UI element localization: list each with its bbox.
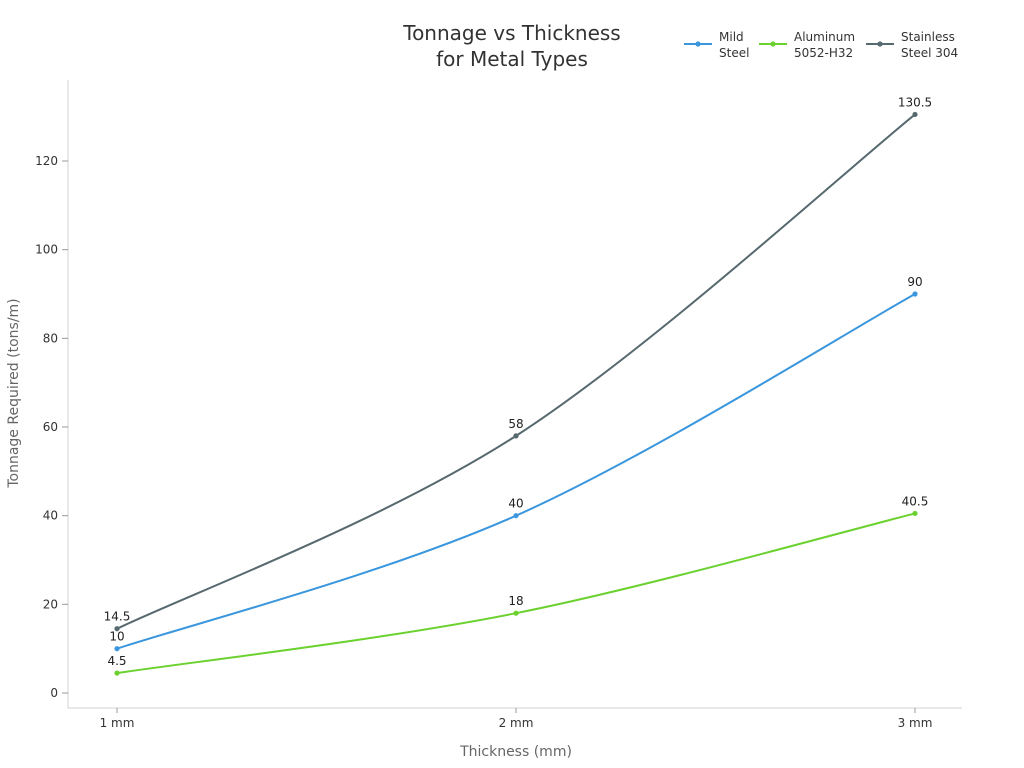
- x-axis-label: Thickness (mm): [459, 744, 572, 760]
- data-point[interactable]: [513, 610, 519, 616]
- data-label: 40: [508, 497, 523, 511]
- y-tick-label: 60: [43, 420, 58, 434]
- chart-title-line: for Metal Types: [436, 47, 588, 71]
- y-tick-label: 40: [43, 509, 58, 523]
- legend-item[interactable]: Aluminum 5052-H32: [759, 30, 855, 60]
- y-axis-label: Tonnage Required (tons/m): [6, 298, 22, 488]
- data-label: 4.5: [107, 654, 126, 668]
- data-label: 90: [907, 275, 922, 289]
- data-point[interactable]: [513, 433, 519, 439]
- series-stainless-steel-304: 14.5 58 130.5: [104, 95, 932, 632]
- x-axis: 1 mm 2 mm 3 mm: [68, 707, 962, 730]
- data-label: 130.5: [898, 95, 932, 109]
- data-point[interactable]: [114, 670, 120, 676]
- data-label: 18: [508, 594, 523, 608]
- series-mild-steel: 10 40 90: [109, 275, 923, 652]
- legend-item[interactable]: Stainless Steel 304: [866, 30, 958, 60]
- legend-label: Steel: [719, 46, 749, 60]
- data-point[interactable]: [114, 646, 120, 652]
- legend-label: Aluminum: [794, 30, 855, 44]
- legend: Mild Steel Aluminum 5052-H32 Stainless Steel …: [684, 30, 958, 60]
- legend-label: Mild: [719, 30, 744, 44]
- y-tick-label: 120: [35, 154, 58, 168]
- data-point[interactable]: [912, 111, 918, 118]
- data-point[interactable]: [513, 513, 519, 519]
- legend-label: Steel 304: [901, 46, 958, 60]
- y-tick-label: 0: [50, 686, 58, 700]
- data-label: 14.5: [104, 610, 131, 624]
- chart-title-line: Tonnage vs Thickness: [402, 21, 620, 45]
- y-tick-label: 20: [43, 597, 58, 611]
- legend-item[interactable]: Mild Steel: [684, 30, 749, 60]
- plot-area: 10 40 90 4.5 18 40.5 14.5 58 130.5: [104, 95, 932, 676]
- data-label: 10: [109, 630, 124, 644]
- series-aluminum-5052-h32: 4.5 18 40.5: [107, 494, 929, 676]
- x-tick-label: 2 mm: [499, 716, 534, 730]
- y-tick-label: 80: [43, 331, 58, 345]
- data-point[interactable]: [912, 510, 918, 517]
- x-tick-label: 1 mm: [100, 716, 135, 730]
- data-label: 58: [508, 417, 523, 431]
- data-point[interactable]: [912, 291, 918, 297]
- legend-label: 5052-H32: [794, 46, 853, 60]
- data-point[interactable]: [114, 626, 120, 632]
- data-label: 40.5: [902, 494, 929, 508]
- y-axis: 0 20 40 60 80 100 120: [35, 80, 69, 708]
- legend-label: Stainless: [901, 30, 955, 44]
- y-tick-label: 100: [35, 243, 58, 257]
- x-tick-label: 3 mm: [898, 716, 933, 730]
